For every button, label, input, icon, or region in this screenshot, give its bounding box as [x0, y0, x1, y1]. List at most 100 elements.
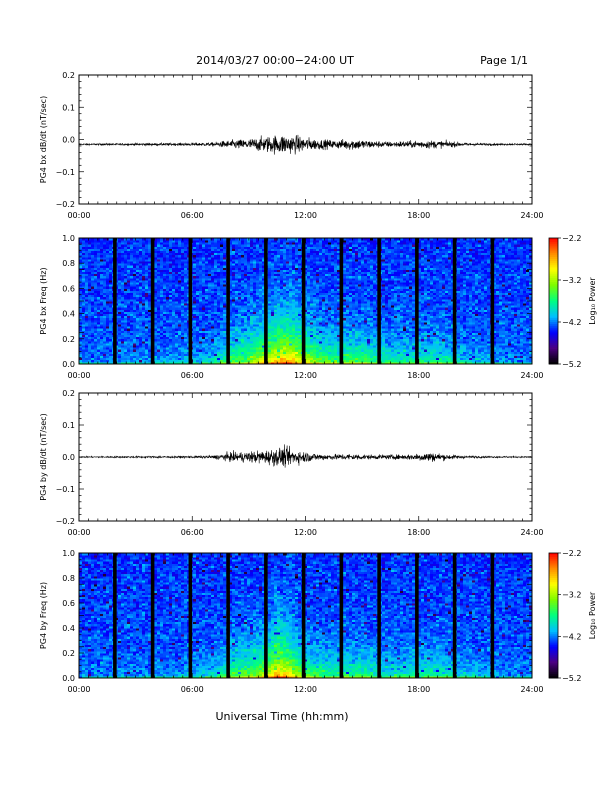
spectrogram-cell	[181, 263, 185, 266]
spectrogram-cell	[247, 261, 251, 264]
spectrogram-cell	[148, 313, 152, 317]
spectrogram-cell	[85, 340, 89, 344]
spectrogram-cell	[271, 263, 275, 266]
spectrogram-cell	[271, 288, 275, 291]
spectrogram-cell	[250, 330, 254, 333]
spectrogram-cell	[256, 288, 260, 291]
spectrogram-cell	[178, 343, 182, 346]
spectrogram-cell	[250, 345, 254, 348]
spectrogram-cell	[316, 254, 320, 258]
spectrogram-cell	[241, 298, 245, 302]
spectrogram-cell	[100, 334, 104, 338]
spectrogram-cell	[130, 261, 134, 264]
spectrogram-cell	[214, 311, 218, 314]
spectrogram-cell	[280, 254, 284, 258]
spectrogram-cell	[163, 324, 167, 327]
spectrogram-cell	[127, 265, 131, 268]
spectrogram-cell	[211, 347, 215, 350]
spectrogram-cell	[88, 290, 92, 293]
spectrogram-cell	[223, 357, 227, 361]
spectrogram-cell	[283, 286, 287, 289]
spectrogram-cell	[154, 303, 158, 306]
spectrogram-cell	[133, 355, 137, 359]
spectrogram-cell	[97, 357, 101, 361]
spectrogram-cell	[316, 242, 320, 245]
spectrogram-cell	[253, 290, 257, 293]
spectrogram-cell	[130, 242, 134, 245]
spectrogram-cell	[181, 271, 185, 275]
spectrogram-cell	[172, 353, 176, 356]
spectrogram-cell	[115, 317, 119, 321]
spectrogram-cell	[271, 280, 275, 283]
spectrogram-cell	[235, 311, 239, 314]
spectrogram-cell	[154, 271, 158, 275]
spectrogram-cell	[283, 248, 287, 251]
spectrogram-cell	[142, 326, 146, 329]
spectrogram-cell	[136, 282, 140, 285]
spectrogram-cell	[289, 322, 293, 325]
spectrogram-cell	[232, 263, 236, 266]
spectrogram-cell	[94, 280, 98, 283]
spectrogram-cell	[256, 284, 260, 287]
spectrogram-cell	[304, 288, 308, 291]
spectrogram-cell	[136, 261, 140, 264]
spectrogram-cell	[157, 254, 161, 258]
spectrogram-cell	[121, 248, 125, 251]
spectrogram-cell	[283, 263, 287, 266]
spectrogram-cell	[271, 351, 275, 354]
spectrogram-cell	[292, 351, 296, 354]
spectrogram-cell	[280, 322, 284, 325]
spectrogram-cell	[127, 336, 131, 340]
spectrogram-cell	[223, 355, 227, 359]
spectrogram-cell	[253, 355, 257, 359]
spectrogram-cell	[202, 263, 206, 266]
spectrogram-cell	[247, 334, 251, 338]
spectrogram-cell	[262, 328, 266, 331]
spectrogram-cell	[268, 343, 272, 346]
spectrogram-cell	[292, 359, 296, 363]
spectrogram-cell	[85, 324, 89, 327]
spectrogram-cell	[142, 263, 146, 266]
spectrogram-cell	[127, 334, 131, 338]
spectrogram-cell	[103, 324, 107, 327]
spectrogram-cell	[178, 361, 182, 365]
spectrogram-cell	[178, 319, 182, 323]
spectrogram-cell	[280, 357, 284, 361]
spectrogram-cell	[220, 248, 224, 251]
spectrogram-cell	[160, 286, 164, 289]
spectrogram-cell	[319, 303, 323, 306]
spectrogram-cell	[100, 332, 104, 335]
spectrogram-cell	[79, 338, 83, 342]
spectrogram-cell	[238, 326, 242, 329]
spectrogram-cell	[118, 252, 122, 256]
spectrogram-cell	[217, 250, 221, 254]
spectrogram-cell	[169, 244, 173, 247]
spectrogram-cell	[175, 267, 179, 270]
spectrogram-cell	[115, 359, 119, 363]
spectrogram-cell	[253, 324, 257, 327]
spectrogram-cell	[235, 267, 239, 270]
spectrogram-cell	[286, 248, 290, 251]
spectrogram-cell	[289, 254, 293, 258]
spectrogram-cell	[82, 313, 86, 317]
spectrogram-cell	[262, 256, 266, 260]
spectrogram-cell	[238, 305, 242, 308]
spectrogram-cell	[241, 347, 245, 350]
spectrogram-cell	[232, 328, 236, 331]
spectrogram-cell	[103, 351, 107, 354]
spectrogram-cell	[241, 340, 245, 344]
spectrogram-cell	[256, 313, 260, 317]
spectrogram-cell	[292, 242, 296, 245]
spectrogram-cell	[262, 338, 266, 342]
spectrogram-cell	[133, 288, 137, 291]
spectrogram-cell	[88, 288, 92, 291]
spectrogram-cell	[253, 238, 257, 241]
spectrogram-cell	[163, 332, 167, 335]
spectrogram-cell	[304, 345, 308, 348]
spectrogram-cell	[196, 315, 200, 319]
spectrogram-cell	[262, 259, 266, 262]
spectrogram-cell	[271, 284, 275, 287]
spectrogram-cell	[268, 269, 272, 272]
spectrogram-cell	[175, 284, 179, 287]
spectrogram-cell	[232, 282, 236, 285]
